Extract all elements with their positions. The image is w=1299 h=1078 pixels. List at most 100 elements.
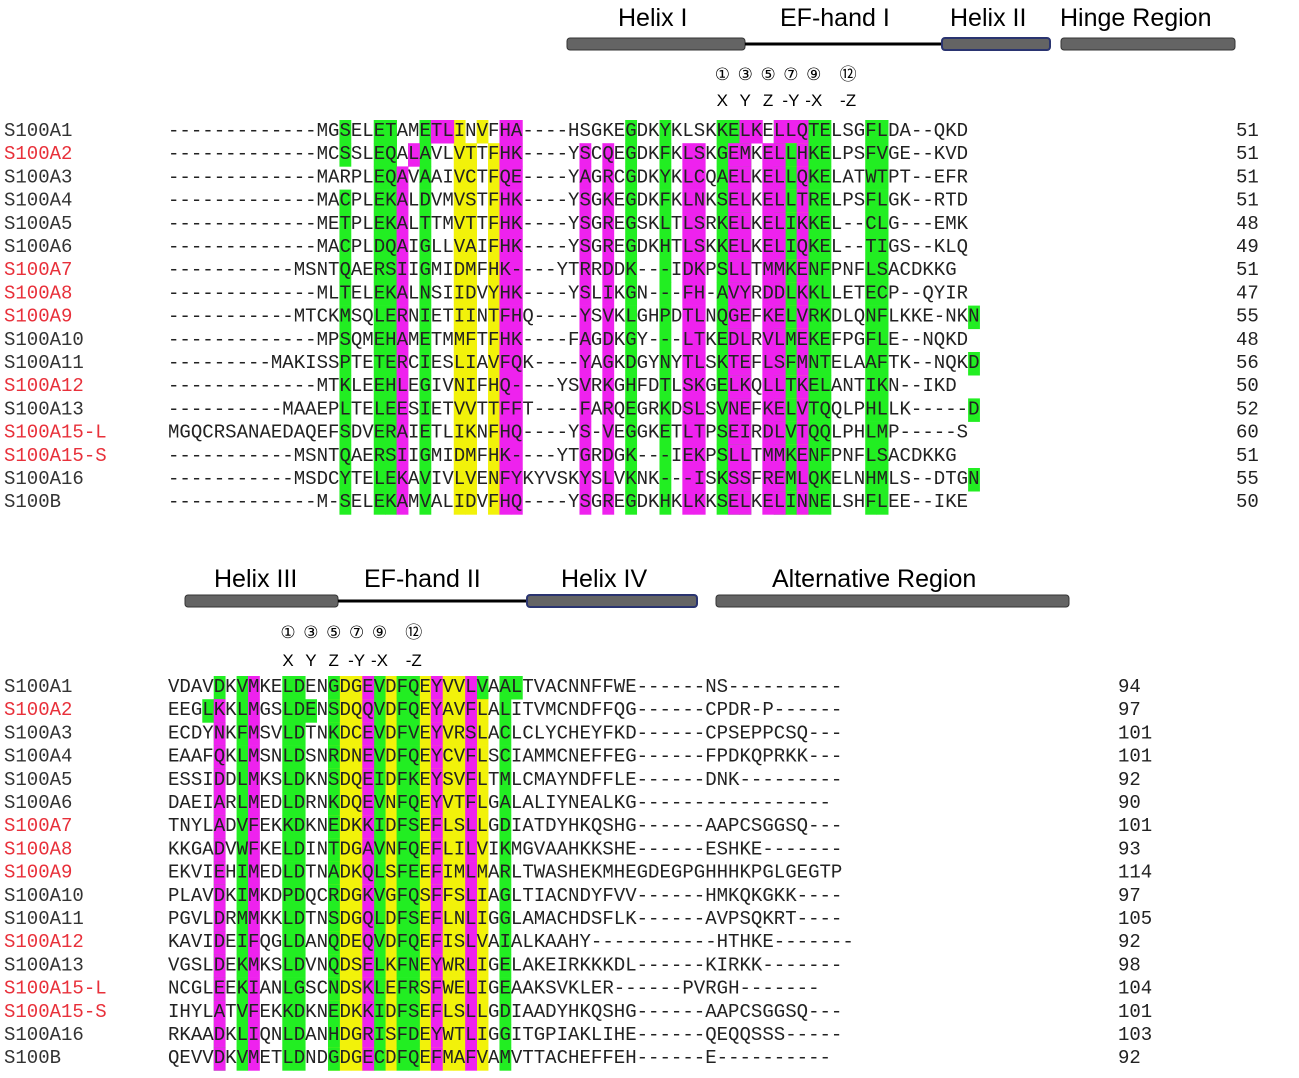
sequence-name: S100A15-S [4,1001,107,1023]
green-highlight [373,328,386,353]
yellow-highlight [350,1047,363,1071]
sequence-residues: -------------METPLEKALTTMVTTFHK----YSGRE… [168,213,969,235]
green-highlight [408,977,420,1002]
magenta-highlight [510,328,523,353]
green-highlight [282,815,295,839]
green-highlight [396,884,409,909]
sequence-residues: -------------MTKLEEHLEGIVNIFHQ----YSVRKG… [168,375,957,397]
magenta-highlight [499,375,512,399]
green-highlight [328,792,340,816]
sequence-length: 51 [1236,143,1259,165]
magenta-highlight [682,259,695,283]
magenta-highlight [465,861,478,886]
green-highlight [282,861,295,886]
sequence-length: 97 [1118,699,1141,721]
green-highlight [499,815,512,839]
sequence-name: S100A10 [4,329,84,351]
green-highlight [373,305,386,330]
sequence-length: 104 [1118,978,1152,1000]
sequence-name: S100B [4,491,61,513]
green-highlight [419,166,432,190]
green-highlight [339,491,352,515]
green-highlight [785,375,798,399]
yellow-highlight [453,1000,466,1025]
magenta-highlight [773,398,786,422]
green-highlight [808,352,820,376]
green-highlight [408,884,420,909]
green-highlight [716,328,729,353]
green-highlight [408,745,420,770]
green-highlight [396,699,409,723]
alignment-row: S100A3 ECDYNKFMSVLDTNKDCEVDFVEYVRSLACLCLY… [4,722,1152,746]
green-highlight [419,189,432,214]
green-highlight [819,491,832,515]
yellow-highlight [385,861,397,886]
green-highlight [625,282,638,306]
magenta-highlight [728,491,740,515]
green-highlight [659,305,672,330]
yellow-highlight [442,1024,455,1048]
green-highlight [808,189,820,214]
green-highlight [625,189,638,214]
sequence-residues: QEVVDKVMETLDNDGDGECDFQEFMAFVAMVTTACHEFFE… [168,1047,831,1069]
green-highlight [968,305,980,330]
green-highlight [659,236,672,260]
green-highlight [625,120,638,144]
magenta-highlight [602,305,615,330]
sequence-length: 94 [1118,676,1141,698]
magenta-highlight [248,1047,260,1071]
magenta-highlight [693,468,706,492]
yellow-highlight [385,977,397,1002]
green-highlight [293,792,306,816]
magenta-highlight [682,328,695,353]
magenta-highlight [510,259,523,283]
green-highlight [419,468,432,492]
sequence-name: S100A7 [4,815,72,837]
magenta-highlight [396,398,409,422]
magenta-highlight [430,1024,443,1048]
magenta-highlight [739,120,752,144]
marker-label-5: -X [805,91,822,110]
green-highlight [282,908,295,932]
yellow-highlight [476,815,489,839]
alignment-row: S100A7 -----------MSNTQAERSIIGMIDMFHK----… [4,259,1259,283]
yellow-highlight [453,884,466,909]
green-highlight [373,931,386,955]
yellow-highlight [465,166,478,190]
green-highlight [785,143,798,167]
magenta-highlight [430,699,443,723]
yellow-highlight [476,745,489,770]
yellow-highlight [488,491,500,515]
green-highlight [819,259,832,283]
green-highlight [625,305,638,330]
green-highlight [716,352,729,376]
green-highlight [236,722,249,746]
magenta-highlight [510,444,523,469]
magenta-highlight [499,212,512,237]
magenta-highlight [579,444,592,469]
green-highlight [785,189,798,214]
green-highlight [396,838,409,862]
magenta-highlight [362,861,375,886]
green-highlight [865,259,878,283]
magenta-highlight [602,375,615,399]
green-highlight [876,352,889,376]
alignment-row: S100A15-S -----------MSNTQAERSIIGMIDMFHK-… [4,444,1259,469]
green-highlight [625,236,638,260]
magenta-highlight [728,189,740,214]
green-highlight [396,977,409,1002]
yellow-highlight [488,352,500,376]
sequence-name: S100A10 [4,885,84,907]
magenta-highlight [602,212,615,237]
green-highlight [876,491,889,515]
green-highlight [328,676,340,700]
yellow-highlight [465,421,478,446]
green-highlight [202,699,215,723]
yellow-highlight [465,189,478,214]
magenta-highlight [796,282,809,306]
yellow-highlight [339,792,352,816]
yellow-highlight [419,1024,432,1048]
sequence-residues: PGVLDRMMKKLDTNSDGQLDFSEFLNLIGGLAMACHDSFL… [168,908,842,930]
green-highlight [876,468,889,492]
region-label-helix-4: Helix IV [561,565,647,593]
